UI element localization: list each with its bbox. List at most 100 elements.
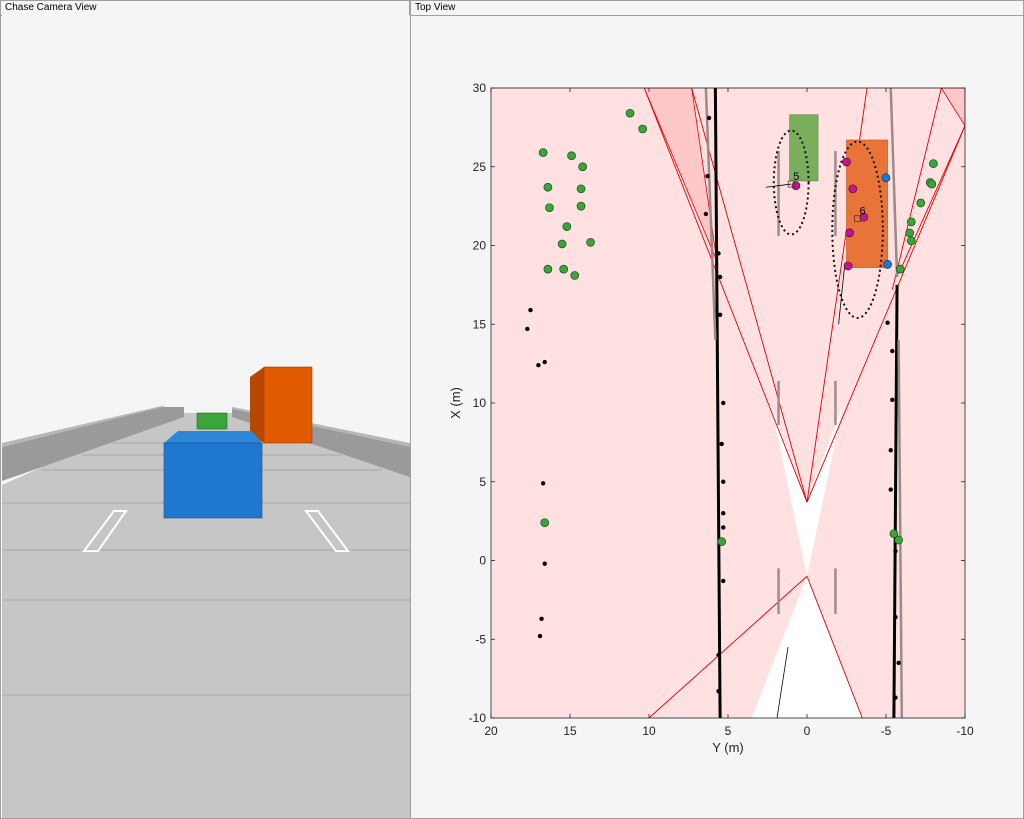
vision-detection bbox=[929, 159, 938, 168]
lidar-point bbox=[721, 400, 726, 406]
lidar-point bbox=[896, 660, 901, 666]
history-trail bbox=[765, 183, 792, 188]
sensor-cone-edge bbox=[691, 88, 808, 503]
x-tick-label: 0 bbox=[804, 724, 811, 738]
lidar-point bbox=[706, 115, 712, 121]
sensor-overlap-left bbox=[643, 88, 718, 262]
chase-camera-scene bbox=[2, 15, 410, 818]
x-tick-label: 15 bbox=[563, 724, 577, 738]
y-tick-label: -5 bbox=[475, 632, 486, 646]
lidar-point bbox=[885, 320, 890, 325]
lane-boundary bbox=[897, 339, 904, 718]
y-tick-label: 5 bbox=[479, 475, 486, 489]
y-tick-label: 15 bbox=[473, 317, 487, 331]
y-tick-label: 30 bbox=[473, 81, 487, 95]
radar-detection bbox=[883, 260, 892, 269]
vision-detection bbox=[557, 239, 567, 249]
x-tick-label: 10 bbox=[642, 724, 656, 738]
lane-boundary bbox=[889, 88, 899, 278]
x-tick-label: -5 bbox=[881, 724, 892, 738]
lidar-point bbox=[719, 441, 724, 447]
lidar-point bbox=[721, 479, 726, 484]
vision-detection bbox=[543, 264, 553, 274]
track-marker bbox=[787, 180, 795, 188]
vision-detection bbox=[540, 518, 550, 528]
vision-detection bbox=[543, 182, 553, 192]
x-tick-label: 20 bbox=[484, 724, 498, 738]
radar-detection bbox=[881, 173, 891, 183]
vision-detection bbox=[586, 238, 595, 247]
chase-camera-panel: Chase Camera View bbox=[0, 0, 410, 819]
chase-camera-title: Chase Camera View bbox=[1, 1, 409, 16]
green-vehicle bbox=[196, 412, 228, 430]
vision-detection bbox=[889, 529, 899, 539]
lidar-point bbox=[542, 561, 547, 566]
lidar-point bbox=[716, 689, 721, 694]
vision-detection bbox=[927, 179, 937, 189]
uncovered-region-rear bbox=[751, 576, 863, 718]
lidar-point bbox=[888, 448, 893, 453]
ego-vehicle-top bbox=[164, 431, 262, 443]
left-barrier bbox=[2, 407, 184, 481]
history-trail bbox=[776, 647, 789, 718]
vision-detection bbox=[562, 222, 572, 231]
lidar-point bbox=[721, 511, 726, 516]
lidar-point bbox=[525, 326, 530, 332]
lidar-point bbox=[705, 174, 710, 179]
vision-detection bbox=[625, 108, 635, 118]
top-view-title: Top View bbox=[411, 1, 1023, 16]
vision-detection bbox=[906, 236, 916, 246]
vision-detection bbox=[538, 148, 548, 157]
vision-detection bbox=[638, 124, 648, 134]
track-point bbox=[848, 184, 858, 194]
y-tick-label: 0 bbox=[479, 554, 486, 568]
lane-boundary bbox=[892, 284, 899, 718]
track-point bbox=[842, 157, 851, 167]
y-tick-label: 10 bbox=[473, 396, 487, 410]
left-barrier-top bbox=[2, 405, 166, 447]
track-point bbox=[845, 228, 855, 238]
vision-detection bbox=[545, 203, 554, 213]
axes: 20 15 10 5 0 -5 -10 30 25 20 15 10 5 0 -5 -10 bbox=[469, 81, 974, 738]
vision-detection bbox=[578, 162, 587, 172]
lidar-point bbox=[717, 274, 723, 280]
x-tick-label: -10 bbox=[956, 724, 974, 738]
sensor-cone-edge bbox=[806, 125, 965, 503]
lidar-point bbox=[528, 307, 533, 313]
lidar-point bbox=[537, 633, 543, 639]
lidar-point bbox=[721, 525, 726, 530]
orange-vehicle bbox=[263, 366, 313, 444]
vision-detection bbox=[717, 537, 727, 546]
lidar-point bbox=[888, 487, 893, 492]
sensor-cone-edge bbox=[891, 88, 942, 290]
lane-boundary bbox=[704, 88, 717, 341]
vision-detection bbox=[570, 271, 580, 280]
orange-vehicle-box bbox=[846, 139, 888, 268]
vision-detection bbox=[559, 264, 569, 274]
vision-detection bbox=[894, 535, 903, 545]
vision-detection bbox=[895, 264, 905, 274]
lidar-point bbox=[893, 695, 898, 700]
track-marker bbox=[854, 215, 861, 223]
sensor-cone-edge bbox=[806, 576, 863, 718]
vision-detection bbox=[576, 184, 586, 194]
track-id-label: 6 bbox=[860, 206, 866, 218]
sensor-cone-edge bbox=[898, 125, 965, 275]
lane-boundary bbox=[713, 88, 722, 718]
y-tick-label: 25 bbox=[473, 160, 487, 174]
uncovered-region-front bbox=[770, 403, 844, 577]
y-tick-label: 20 bbox=[473, 239, 487, 253]
lidar-point bbox=[703, 211, 709, 217]
lidar-point bbox=[893, 615, 898, 620]
lidar-point bbox=[716, 251, 721, 256]
vision-detection bbox=[905, 228, 915, 238]
vision-detection bbox=[916, 198, 926, 208]
track-point bbox=[843, 261, 853, 271]
vision-detection bbox=[576, 201, 586, 211]
plot-content: 56 bbox=[491, 88, 965, 718]
lidar-point bbox=[721, 578, 726, 584]
sensor-overlap-right bbox=[940, 88, 965, 127]
lidar-point bbox=[540, 481, 546, 486]
